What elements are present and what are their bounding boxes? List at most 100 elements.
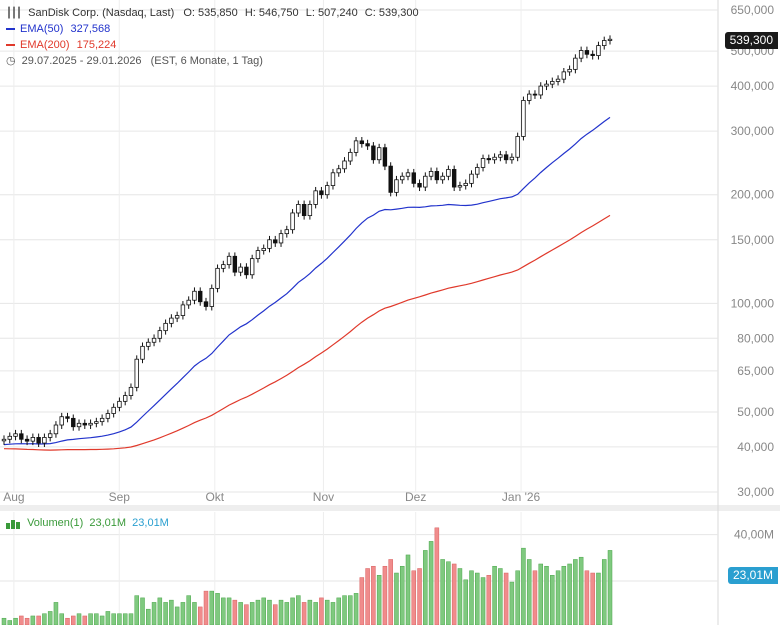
- volume-label: Volumen(1): [27, 517, 84, 529]
- volume-bar: [544, 565, 549, 625]
- candle: [330, 172, 336, 186]
- volume-bar: [261, 597, 266, 625]
- candle: [111, 406, 116, 414]
- volume-bar: [526, 559, 532, 625]
- candle: [209, 287, 214, 307]
- volume-bar: [146, 608, 151, 625]
- volume-bar: [134, 595, 139, 625]
- volume-bar: [480, 577, 486, 625]
- open-label: O:: [183, 7, 195, 19]
- candle: [532, 93, 538, 96]
- volume-bar: [330, 602, 336, 625]
- candle: [382, 147, 388, 167]
- high-value: 546,750: [258, 7, 299, 19]
- candle: [117, 400, 122, 408]
- range-info: (EST, 6 Monate, 1 Tag): [150, 55, 263, 67]
- volume-bar: [226, 597, 232, 625]
- candle: [232, 255, 238, 273]
- y-tick-label: 65,000: [737, 364, 774, 378]
- volume-bar: [607, 550, 613, 625]
- volume-bar: [451, 563, 457, 625]
- candle: [567, 68, 572, 73]
- candle: [36, 437, 41, 444]
- close-value: 539,300: [378, 7, 419, 19]
- candle: [463, 182, 468, 186]
- candle: [134, 358, 139, 388]
- volume-bar: [411, 570, 417, 625]
- volume-bar: [428, 541, 434, 625]
- candle: [192, 290, 197, 301]
- volume-bar: [319, 597, 324, 625]
- candle: [434, 171, 440, 181]
- candle: [503, 154, 509, 161]
- candle: [186, 299, 191, 306]
- volume-bar: [313, 602, 318, 625]
- volume-bar: [105, 611, 111, 625]
- candle: [544, 83, 549, 87]
- volume-bar: [284, 602, 290, 625]
- candle: [515, 136, 520, 158]
- volume-bar: [99, 615, 105, 625]
- candle: [561, 71, 567, 80]
- candle: [440, 175, 445, 181]
- volume-bar: [215, 593, 220, 625]
- volume-bar: [417, 568, 422, 625]
- volume-bar: [509, 581, 515, 625]
- volume-bar: [186, 595, 191, 625]
- candle: [13, 433, 18, 437]
- volume-bar: [371, 565, 376, 625]
- y-tick-label: 150,000: [731, 233, 775, 247]
- volume-bar: [578, 556, 584, 625]
- y-tick-label: 40,000: [737, 440, 774, 454]
- volume-bar: [111, 613, 116, 625]
- volume-bar: [273, 604, 278, 625]
- volume-bar: [492, 565, 497, 625]
- volume-bar: [353, 593, 359, 625]
- candle: [394, 179, 399, 193]
- y-tick-label: 200,000: [731, 188, 775, 202]
- volume-bar: [596, 572, 601, 625]
- y-tick-label: 80,000: [737, 331, 774, 345]
- candle: [353, 140, 359, 153]
- candle: [400, 175, 405, 181]
- last-volume-badge: 23,01M: [727, 567, 778, 584]
- clock-icon: ◷: [6, 55, 16, 67]
- volume-bar: [221, 597, 226, 625]
- candle: [226, 255, 232, 266]
- ema200-swatch: [6, 44, 15, 47]
- candle: [550, 81, 555, 85]
- candle: [99, 417, 105, 423]
- candle: [301, 204, 307, 217]
- volume-bar: [157, 597, 163, 625]
- volume-bar: [440, 559, 445, 625]
- volume-bar: [1, 617, 7, 625]
- ema200-label: EMA(200): [20, 39, 70, 51]
- x-tick-label: Dez: [405, 490, 426, 504]
- volume-bar: [446, 561, 451, 625]
- candle: [527, 93, 532, 101]
- volume-bar: [376, 575, 382, 625]
- volume-bar: [71, 615, 76, 625]
- volume-bar: [65, 617, 70, 625]
- chart-title: SanDisk Corp. (Nasdaq, Last): [28, 7, 175, 19]
- low-value: 507,240: [317, 7, 358, 19]
- candle: [76, 422, 82, 428]
- candle: [42, 437, 47, 444]
- candle: [348, 151, 353, 162]
- candle: [480, 158, 486, 168]
- volume-value-1: 23,01M: [89, 517, 127, 529]
- volume-bar: [128, 613, 134, 625]
- panel-separator[interactable]: [0, 505, 780, 511]
- volume-bar: [238, 602, 243, 625]
- ema50-label: EMA(50): [20, 23, 64, 35]
- volume-bar: [469, 570, 474, 625]
- volume-bar: [336, 597, 341, 625]
- volume-icon: [6, 517, 21, 529]
- volume-bar: [203, 590, 209, 625]
- volume-bar: [301, 602, 307, 625]
- volume-bar: [249, 602, 255, 625]
- candle: [371, 145, 376, 161]
- open-value: 535,850: [198, 7, 238, 19]
- volume-bar: [232, 599, 238, 625]
